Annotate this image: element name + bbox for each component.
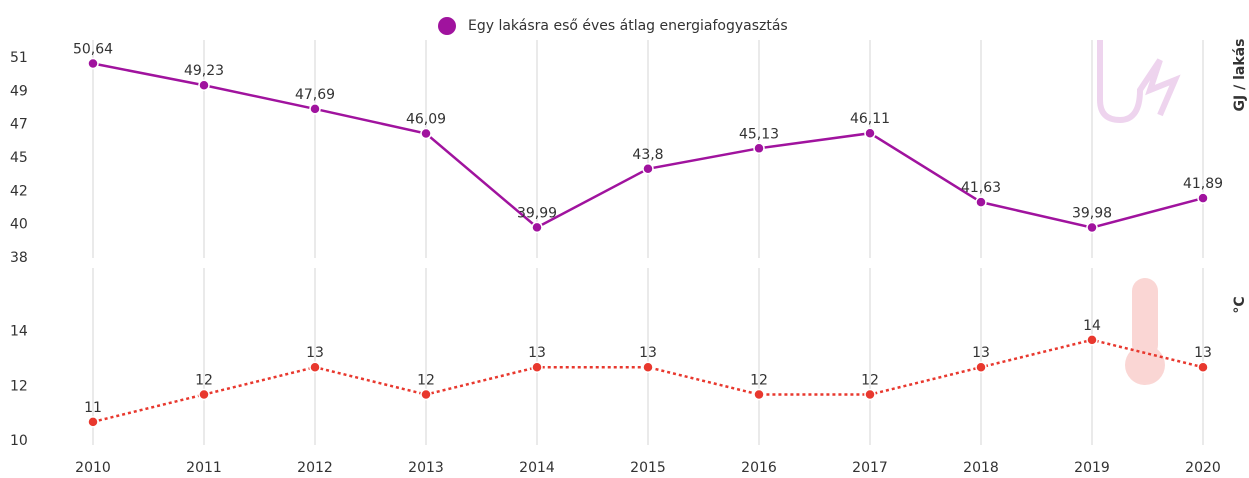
x-tick-label: 2020 bbox=[1185, 460, 1221, 476]
data-point bbox=[975, 361, 987, 373]
data-point bbox=[87, 416, 99, 428]
x-tick-label: 2016 bbox=[741, 460, 777, 476]
x-tick-label: 2010 bbox=[75, 460, 111, 476]
data-point bbox=[309, 361, 321, 373]
x-tick-label: 2014 bbox=[519, 460, 555, 476]
data-label: 12 bbox=[195, 373, 213, 389]
data-label: 45,13 bbox=[739, 126, 779, 142]
y-tick-label: 45 bbox=[10, 150, 28, 166]
y-tick-label: 42 bbox=[10, 183, 28, 199]
data-label: 13 bbox=[306, 345, 324, 361]
x-tick-label: 2012 bbox=[297, 460, 333, 476]
y-tick-label: 51 bbox=[10, 50, 28, 66]
data-point bbox=[198, 388, 210, 401]
data-point bbox=[420, 388, 432, 401]
icon-plug bbox=[1097, 40, 1181, 124]
y-tick-label: 12 bbox=[10, 378, 28, 394]
data-label: 39,98 bbox=[1072, 206, 1112, 222]
data-point bbox=[1197, 192, 1209, 204]
data-point bbox=[975, 196, 987, 208]
data-label: 50,64 bbox=[73, 42, 113, 58]
data-label: 11 bbox=[84, 400, 102, 416]
legend-marker bbox=[438, 17, 456, 35]
x-tick-label: 2018 bbox=[963, 460, 999, 476]
data-point bbox=[1086, 334, 1098, 346]
data-point bbox=[642, 163, 654, 175]
data-point bbox=[1086, 221, 1098, 234]
x-tick-label: 2017 bbox=[852, 460, 888, 476]
data-label: 46,09 bbox=[406, 112, 446, 128]
data-label: 47,69 bbox=[295, 87, 335, 103]
data-label: 41,89 bbox=[1183, 176, 1223, 192]
data-point bbox=[420, 127, 432, 140]
x-tick-label: 2011 bbox=[186, 460, 222, 476]
data-point bbox=[864, 388, 876, 401]
data-label: 46,11 bbox=[850, 111, 890, 127]
y-tick-label: 10 bbox=[10, 433, 28, 449]
x-tick-label: 2013 bbox=[408, 460, 444, 476]
y-tick-label: 49 bbox=[10, 83, 28, 99]
data-label: 14 bbox=[1083, 318, 1101, 334]
data-point bbox=[753, 142, 765, 155]
y-tick-label: 38 bbox=[10, 250, 28, 266]
data-label: 41,63 bbox=[961, 180, 1001, 196]
data-label: 12 bbox=[417, 373, 435, 389]
data-label: 13 bbox=[1194, 345, 1212, 361]
data-point bbox=[531, 221, 543, 234]
y-tick-label: 47 bbox=[10, 117, 28, 133]
y-axis-label: °C bbox=[1232, 296, 1248, 313]
data-point bbox=[864, 127, 876, 139]
data-label: 13 bbox=[528, 345, 546, 361]
legend-label: Egy lakásra eső éves átlag energiafogyas… bbox=[468, 18, 788, 34]
data-label: 13 bbox=[639, 345, 657, 361]
data-label: 49,23 bbox=[184, 63, 224, 79]
y-axis-label: GJ / lakás bbox=[1232, 39, 1248, 112]
icon-thermometer bbox=[1125, 278, 1165, 385]
data-point bbox=[753, 388, 765, 401]
y-tick-label: 40 bbox=[10, 217, 28, 233]
data-label: 39,99 bbox=[517, 205, 557, 221]
data-label: 43,8 bbox=[632, 147, 663, 163]
data-point bbox=[531, 361, 543, 373]
data-point bbox=[87, 57, 99, 70]
data-label: 12 bbox=[750, 373, 768, 389]
x-tick-label: 2019 bbox=[1074, 460, 1110, 476]
y-tick-label: 14 bbox=[10, 324, 28, 340]
data-label: 12 bbox=[861, 373, 879, 389]
data-label: 13 bbox=[972, 345, 990, 361]
data-point bbox=[309, 103, 321, 115]
data-point bbox=[642, 361, 654, 373]
data-point bbox=[1197, 361, 1209, 373]
x-tick-label: 2015 bbox=[630, 460, 666, 476]
data-point bbox=[198, 79, 210, 91]
